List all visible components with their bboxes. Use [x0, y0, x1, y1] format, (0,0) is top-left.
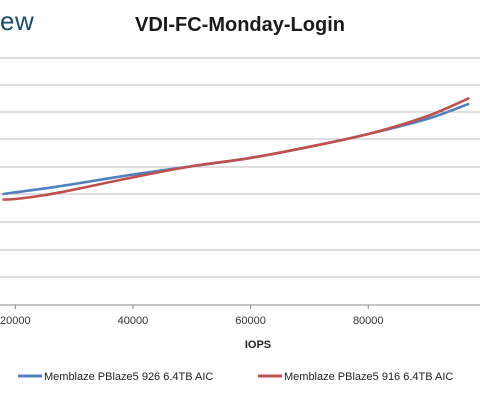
- x-tick-label: 60000: [235, 315, 266, 327]
- brand-logo-fragment: ew: [0, 6, 35, 36]
- x-tick-label: 20000: [0, 315, 31, 327]
- legend-label-2: Memblaze PBlaze5 916 6.4TB AIC: [284, 371, 453, 383]
- series-line-1: [2, 102, 470, 196]
- x-axis: 20000 40000 60000 80000: [0, 304, 480, 327]
- x-axis-title: IOPS: [245, 339, 271, 351]
- x-tick-label: 80000: [353, 315, 384, 327]
- legend: Memblaze PBlaze5 926 6.4TB AIC Memblaze P…: [18, 371, 453, 383]
- chart-title: VDI-FC-Monday-Login: [135, 14, 345, 36]
- legend-label-1: Memblaze PBlaze5 926 6.4TB AIC: [44, 371, 213, 383]
- gridlines: [0, 57, 480, 278]
- x-tick-label: 40000: [118, 315, 149, 327]
- series-line-2: [2, 97, 470, 201]
- series-lines: [2, 97, 470, 201]
